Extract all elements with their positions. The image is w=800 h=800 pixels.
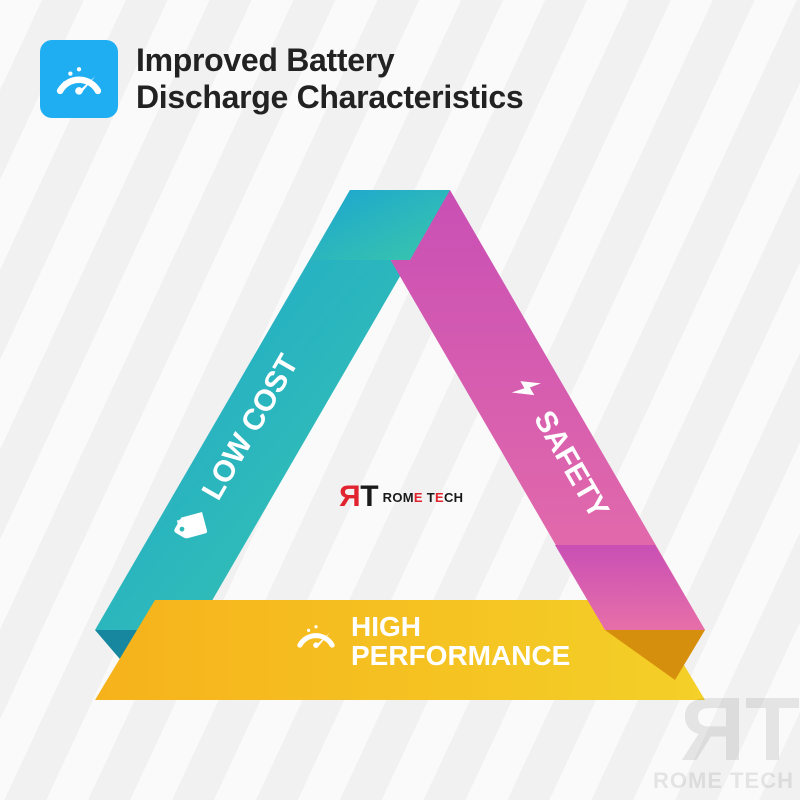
triangle-infographic: LOW COST SAFETY HIGH PERFORMANCE RT ROME… [65, 180, 735, 760]
title-line-2: Discharge Characteristics [136, 79, 523, 115]
gauge-icon [52, 52, 106, 106]
side-bottom-line1: HIGH [351, 612, 570, 641]
gauge-icon [293, 612, 339, 658]
title-line-1: Improved Battery [136, 42, 394, 78]
center-logo: RT ROME TECH [327, 480, 477, 514]
header: Improved Battery Discharge Characteristi… [40, 40, 523, 118]
side-bottom-line2: PERFORMANCE [351, 641, 570, 670]
side-bottom-label: HIGH PERFORMANCE [293, 612, 570, 671]
center-logo-mark: RT [341, 480, 377, 514]
triangle-svg [65, 180, 735, 760]
page-title: Improved Battery Discharge Characteristi… [136, 42, 523, 116]
watermark: RT ROME TECH [653, 697, 794, 795]
center-logo-brand: ROME TECH [383, 490, 464, 505]
watermark-mark: RT [653, 697, 794, 765]
header-icon-badge [40, 40, 118, 118]
